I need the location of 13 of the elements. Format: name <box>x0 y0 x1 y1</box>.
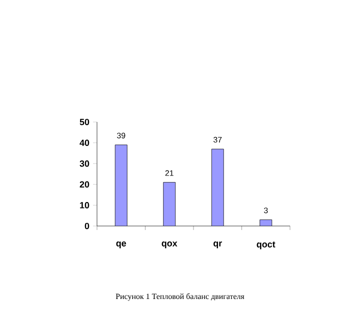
x-tick-label: qox <box>162 242 178 248</box>
bar <box>163 182 176 226</box>
bar <box>115 144 128 226</box>
y-tick-label: 50 <box>80 118 90 126</box>
bar <box>212 149 224 226</box>
x-tick-label: qe <box>116 242 126 248</box>
y-tick-label: 30 <box>80 160 90 167</box>
y-tick-label: 40 <box>80 140 90 146</box>
x-tick-label: qr <box>214 242 222 248</box>
y-tick-label: 20 <box>80 181 90 188</box>
y-tick-label: 0 <box>84 222 90 230</box>
x-tick-label: qoct <box>256 242 276 250</box>
y-tick-label: 10 <box>80 202 90 208</box>
